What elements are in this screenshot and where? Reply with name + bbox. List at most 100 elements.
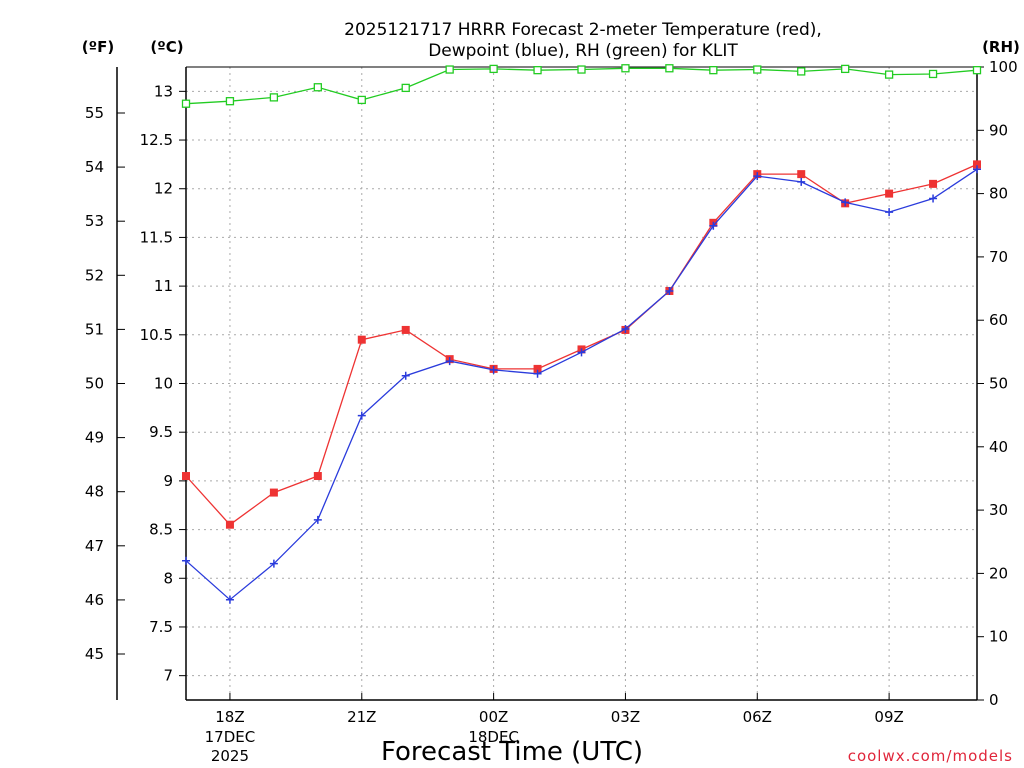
fahrenheit-unit-label: (ºF) xyxy=(82,38,114,56)
celsius-tick-label: 7 xyxy=(163,667,173,685)
rh-point xyxy=(489,64,498,74)
temperature-point xyxy=(182,472,190,481)
rh-point xyxy=(884,70,894,79)
rh-point xyxy=(357,95,366,105)
celsius-tick-label: 12.5 xyxy=(140,131,173,149)
temperature-point xyxy=(973,160,981,169)
rh-tick-label: 10 xyxy=(989,628,1008,646)
temperature-point xyxy=(225,520,234,529)
temperature-point xyxy=(797,170,806,179)
dewpoint-point xyxy=(929,194,938,203)
rh-point xyxy=(533,66,542,75)
dewpoint-point xyxy=(973,165,981,174)
dewpoint-point xyxy=(885,208,894,217)
fahrenheit-tick-label: 50 xyxy=(85,375,104,393)
rh-tick-label: 70 xyxy=(989,248,1008,266)
dewpoint-point xyxy=(533,369,542,378)
grid xyxy=(186,67,977,700)
dewpoint-point xyxy=(401,371,410,380)
rh-point xyxy=(181,99,191,108)
rh-point xyxy=(665,64,674,73)
temperature-point xyxy=(401,325,410,334)
temperature-point xyxy=(929,179,938,188)
rh-tick-label: 100 xyxy=(989,58,1018,76)
celsius-tick-label: 9.5 xyxy=(149,423,173,441)
fahrenheit-tick-label: 53 xyxy=(85,212,104,230)
rh-unit-label: (RH) xyxy=(982,38,1020,56)
dewpoint-point xyxy=(445,357,454,366)
celsius-unit-label: (ºC) xyxy=(150,38,183,56)
celsius-tick-label: 9 xyxy=(163,472,173,490)
temperature-point xyxy=(533,364,542,373)
dewpoint-point xyxy=(753,172,762,181)
temperature-point xyxy=(313,472,322,481)
dewpoint-point xyxy=(841,198,850,207)
rh-tick-label: 90 xyxy=(989,121,1008,139)
dewpoint-point xyxy=(357,411,366,420)
chart-title-line-2: Dewpoint (blue), RH (green) for KLIT xyxy=(428,41,738,61)
rh-tick-label: 40 xyxy=(989,438,1008,456)
rh-tick-label: 30 xyxy=(989,501,1008,519)
fahrenheit-tick-label: 47 xyxy=(85,537,104,555)
x-tick-label: 03Z xyxy=(611,708,640,726)
rh-tick-label: 50 xyxy=(989,375,1008,393)
x-tick-label: 09Z xyxy=(874,708,903,726)
dewpoint-point xyxy=(313,515,322,524)
rh-point xyxy=(709,66,718,75)
x-tick-sublabel: 2025 xyxy=(211,747,249,765)
fahrenheit-tick-label: 49 xyxy=(85,429,104,447)
celsius-tick-label: 8.5 xyxy=(149,521,173,539)
rh-point xyxy=(577,65,586,74)
dewpoint-point xyxy=(269,559,278,568)
dewpoint-point xyxy=(797,177,806,186)
rh-point xyxy=(401,83,410,93)
dewpoint-point xyxy=(665,286,674,295)
rh-tick-label: 60 xyxy=(989,311,1008,329)
fahrenheit-tick-label: 46 xyxy=(85,591,104,609)
dewpoint-line xyxy=(185,168,978,601)
credit-text: coolwx.com/models xyxy=(848,747,1013,765)
fahrenheit-tick-label: 54 xyxy=(85,158,104,176)
fahrenheit-tick-label: 51 xyxy=(85,320,104,338)
fahrenheit-tick-label: 55 xyxy=(85,104,104,122)
celsius-tick-label: 12 xyxy=(154,180,173,198)
celsius-tick-label: 7.5 xyxy=(149,618,173,636)
dewpoint-point xyxy=(225,595,234,604)
rh-point xyxy=(841,64,850,74)
axes: 7 7.5 8 8.5 9 9.5 10 10.5 11 11.5 12 12.5 13 45 46 47 48… xyxy=(85,58,1018,765)
fahrenheit-tick-label: 52 xyxy=(85,266,104,284)
dewpoint-point xyxy=(621,324,630,333)
rh-point xyxy=(972,66,982,75)
rh-point xyxy=(621,64,630,73)
celsius-tick-label: 11.5 xyxy=(140,228,173,246)
dewpoint-point xyxy=(182,556,190,565)
x-axis-label: Forecast Time (UTC) xyxy=(381,737,643,767)
dewpoint-point xyxy=(577,348,586,357)
celsius-tick-label: 10 xyxy=(154,375,173,393)
x-tick-label: 18Z xyxy=(215,708,244,726)
x-tick-sublabel: 17DEC xyxy=(205,728,256,746)
rh-point xyxy=(269,93,279,102)
rh-point xyxy=(445,65,454,74)
rh-tick-label: 0 xyxy=(989,691,999,709)
rh-point xyxy=(313,83,322,92)
fahrenheit-tick-label: 45 xyxy=(85,645,104,663)
celsius-tick-label: 13 xyxy=(154,82,173,100)
rh-point xyxy=(928,69,938,79)
celsius-tick-label: 10.5 xyxy=(140,326,173,344)
rh-point xyxy=(797,67,806,76)
dewpoint-point xyxy=(709,221,718,230)
celsius-tick-label: 8 xyxy=(163,569,173,587)
temperature-point xyxy=(357,335,366,344)
dewpoint-point xyxy=(489,365,498,374)
temperature-point xyxy=(269,488,278,497)
x-tick-sublabel: 18DEC xyxy=(468,728,519,746)
chart-title-line-1: 2025121717 HRRR Forecast 2-meter Tempera… xyxy=(344,20,822,40)
rh-tick-label: 80 xyxy=(989,185,1008,203)
fahrenheit-tick-label: 48 xyxy=(85,483,104,501)
x-tick-label: 00Z xyxy=(479,708,508,726)
rh-point xyxy=(753,65,762,74)
data-series xyxy=(181,64,982,604)
temperature-line xyxy=(185,163,978,526)
x-tick-label: 06Z xyxy=(743,708,772,726)
